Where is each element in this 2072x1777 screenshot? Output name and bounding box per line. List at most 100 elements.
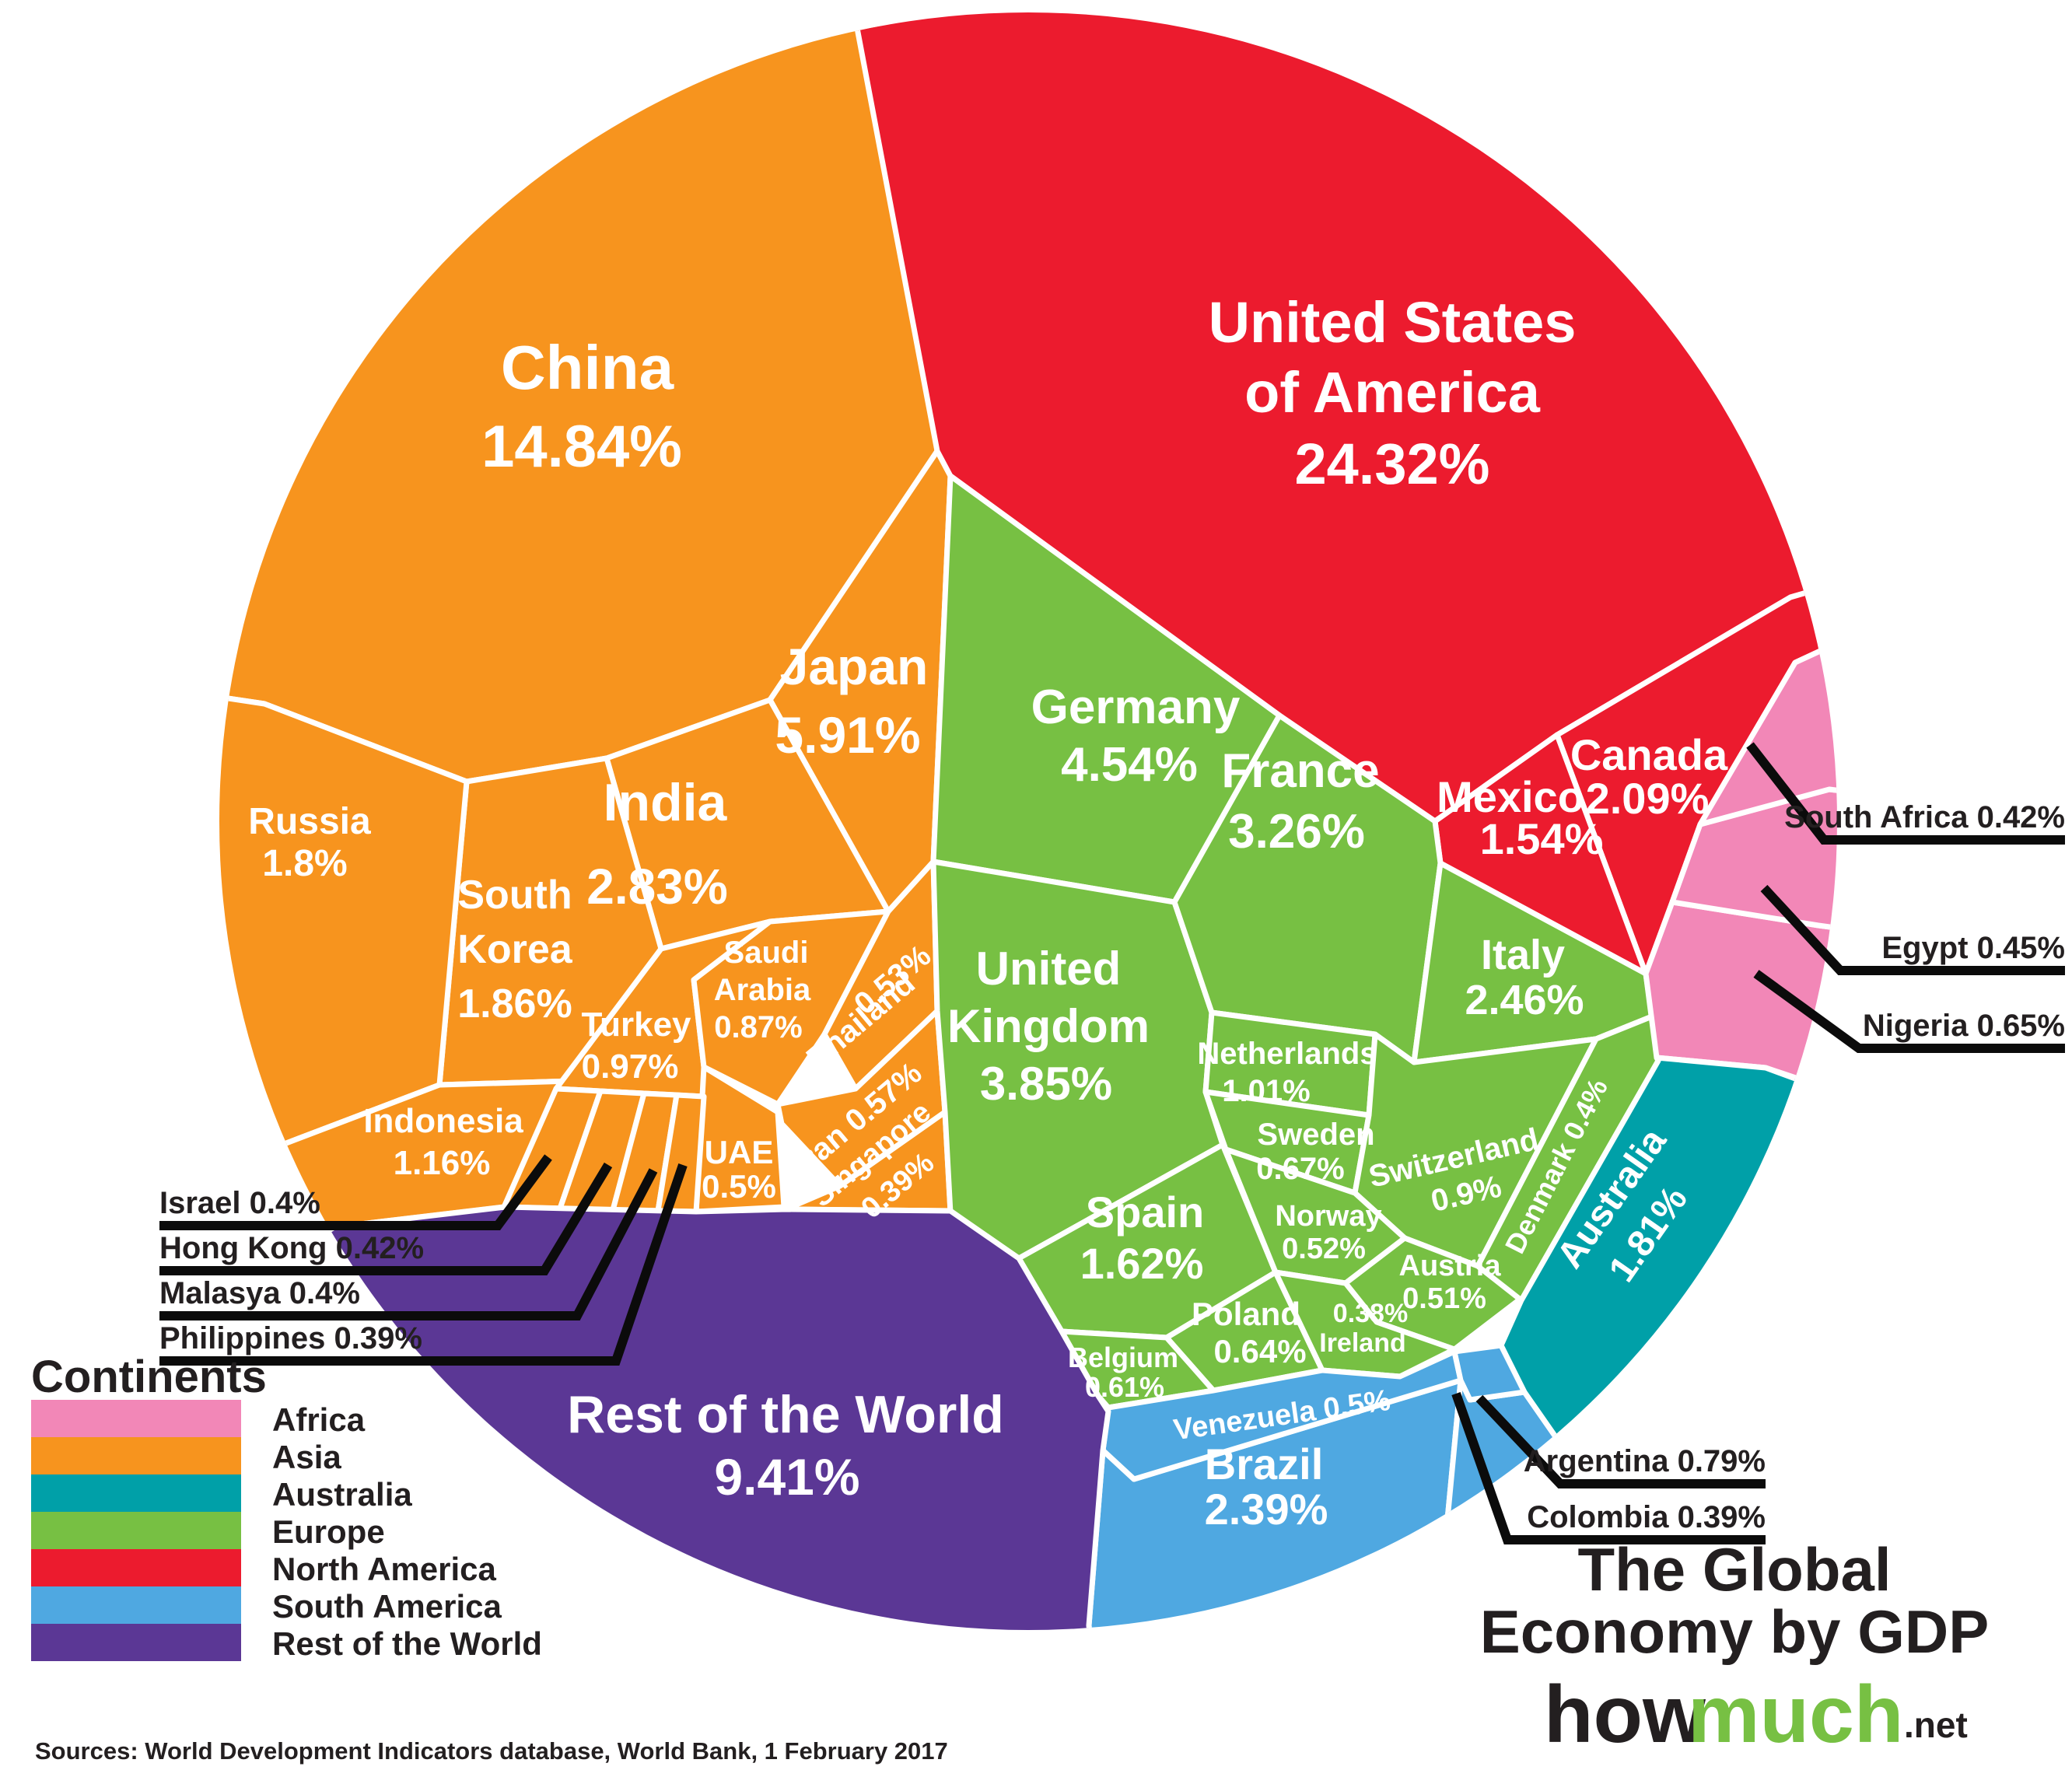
label-china-pct: 14.84% bbox=[481, 414, 682, 480]
label-uk-pct: 3.85% bbox=[980, 1058, 1112, 1110]
legend-label-north-america: North America bbox=[272, 1551, 496, 1587]
callout-malasya: Malasya 0.4% bbox=[159, 1276, 360, 1310]
label-belgium-pct: 0.61% bbox=[1085, 1371, 1164, 1403]
label-norway-pct: 0.52% bbox=[1282, 1233, 1366, 1265]
legend-label-australia: Australia bbox=[272, 1476, 412, 1513]
legend-swatch-north-america bbox=[31, 1549, 241, 1586]
leader-egypt bbox=[1760, 884, 2065, 975]
legend-label-europe: Europe bbox=[272, 1513, 385, 1550]
label-indonesia: Indonesia bbox=[363, 1102, 523, 1140]
label-netherlands: Netherlands bbox=[1197, 1037, 1377, 1071]
leader-malasya bbox=[159, 1168, 658, 1321]
callout-egypt: Egypt 0.45% bbox=[1881, 931, 2065, 965]
label-rest-of-world-pct: 9.41% bbox=[714, 1448, 859, 1506]
chart-title-line2: Economy by GDP bbox=[1480, 1597, 1989, 1666]
label-turkey: Turkey bbox=[581, 1006, 691, 1044]
label-ireland: Ireland bbox=[1319, 1328, 1405, 1358]
label-austria: Austria bbox=[1399, 1250, 1502, 1282]
label-uk: United bbox=[976, 943, 1122, 995]
logo-net: .net bbox=[1904, 1705, 1968, 1745]
label-usa: United States bbox=[1209, 290, 1577, 355]
label-rest-of-world: Rest of the World bbox=[567, 1385, 1004, 1444]
legend-label-rest-of-world: Rest of the World bbox=[272, 1625, 542, 1662]
legend-swatch-africa bbox=[31, 1400, 241, 1437]
legend-label-south-america: South America bbox=[272, 1588, 502, 1625]
label-south-korea-pct: 1.86% bbox=[457, 981, 572, 1027]
label-saudi: Saudi bbox=[724, 936, 809, 970]
label-indonesia-pct: 1.16% bbox=[394, 1144, 491, 1182]
label-norway: Norway bbox=[1275, 1200, 1381, 1233]
legend-label-asia: Asia bbox=[272, 1439, 341, 1475]
leader-south-africa bbox=[1746, 742, 2065, 845]
callouts-left: Israel 0.4% Hong Kong 0.42% Malasya 0.4%… bbox=[159, 1154, 688, 1366]
legend-swatch-europe bbox=[31, 1512, 241, 1549]
label-netherlands-pct: 1.01% bbox=[1222, 1074, 1310, 1108]
label-russia: Russia bbox=[248, 801, 371, 842]
label-turkey-pct: 0.97% bbox=[582, 1048, 679, 1086]
legend-swatch-asia bbox=[31, 1437, 241, 1474]
label-belgium: Belgium bbox=[1068, 1341, 1178, 1373]
label-ireland-pct: 0.38% bbox=[1333, 1299, 1408, 1328]
logo-how: how bbox=[1544, 1670, 1706, 1760]
callout-nigeria: Nigeria 0.65% bbox=[1863, 1009, 2065, 1043]
leader-argentina bbox=[1475, 1394, 1766, 1488]
callout-south-africa: South Africa 0.42% bbox=[1784, 800, 2065, 834]
label-france: France bbox=[1221, 744, 1379, 798]
label-saudi2: Arabia bbox=[714, 973, 811, 1007]
label-uk2: Kingdom bbox=[947, 1000, 1150, 1052]
label-brazil: Brazil bbox=[1205, 1439, 1324, 1488]
label-south-korea: South bbox=[457, 873, 572, 918]
label-japan-pct: 5.91% bbox=[775, 706, 920, 764]
label-uae-pct: 0.5% bbox=[702, 1168, 776, 1205]
branding: The Global Economy by GDP how much .net bbox=[1480, 1535, 1989, 1760]
label-mexico: Mexico bbox=[1437, 772, 1584, 821]
leader-israel bbox=[159, 1154, 552, 1230]
label-spain: Spain bbox=[1086, 1188, 1204, 1237]
leader-nigeria bbox=[1753, 970, 2065, 1053]
label-saudi-pct: 0.87% bbox=[714, 1010, 802, 1044]
legend-swatch-south-america bbox=[31, 1586, 241, 1624]
label-india-pct: 2.83% bbox=[586, 859, 727, 915]
legend: Continents Africa Asia Australia Europe … bbox=[31, 1352, 542, 1662]
leader-colombia bbox=[1451, 1392, 1766, 1544]
label-italy-pct: 2.46% bbox=[1465, 977, 1584, 1023]
legend-label-africa: Africa bbox=[272, 1401, 366, 1438]
callout-colombia: Colombia 0.39% bbox=[1527, 1500, 1766, 1534]
label-mexico-pct: 1.54% bbox=[1480, 814, 1604, 863]
label-south-korea2: Korea bbox=[457, 927, 572, 972]
label-india: India bbox=[604, 773, 728, 832]
label-france-pct: 3.26% bbox=[1228, 805, 1365, 859]
label-china: China bbox=[501, 333, 674, 402]
label-brazil-pct: 2.39% bbox=[1205, 1485, 1328, 1534]
leader-hong-kong bbox=[159, 1162, 613, 1275]
label-usa-pct: 24.32% bbox=[1295, 432, 1490, 496]
label-italy: Italy bbox=[1481, 932, 1565, 978]
label-sweden: Sweden bbox=[1257, 1118, 1374, 1152]
legend-swatch-rest-of-world bbox=[31, 1624, 241, 1661]
label-germany-pct: 4.54% bbox=[1061, 738, 1198, 792]
legend-heading: Continents bbox=[31, 1352, 267, 1402]
label-russia-pct: 1.8% bbox=[262, 843, 347, 884]
label-uae: UAE bbox=[705, 1134, 774, 1170]
sources-note: Sources: World Development Indicators da… bbox=[35, 1737, 948, 1765]
label-usa2: of America bbox=[1244, 360, 1541, 425]
label-canada-pct: 2.09% bbox=[1586, 774, 1710, 823]
label-poland-pct: 0.64% bbox=[1213, 1333, 1306, 1369]
callout-israel: Israel 0.4% bbox=[159, 1186, 320, 1220]
leader-philippines bbox=[159, 1163, 688, 1366]
label-poland: Poland bbox=[1192, 1296, 1300, 1332]
label-sweden-pct: 0.67% bbox=[1256, 1152, 1344, 1186]
logo-much: much bbox=[1688, 1670, 1903, 1760]
legend-swatch-australia bbox=[31, 1474, 241, 1512]
label-austria-pct: 0.51% bbox=[1402, 1282, 1486, 1315]
label-germany: Germany bbox=[1031, 680, 1241, 734]
callout-argentina: Argentina 0.79% bbox=[1524, 1444, 1766, 1478]
label-canada: Canada bbox=[1570, 730, 1728, 779]
label-japan: Japan bbox=[780, 638, 929, 695]
callout-hong-kong: Hong Kong 0.42% bbox=[159, 1231, 424, 1265]
label-spain-pct: 1.62% bbox=[1080, 1239, 1204, 1288]
chart-title-line1: The Global bbox=[1577, 1535, 1891, 1604]
callouts-right: South Africa 0.42% Egypt 0.45% Nigeria 0… bbox=[1451, 742, 2065, 1544]
